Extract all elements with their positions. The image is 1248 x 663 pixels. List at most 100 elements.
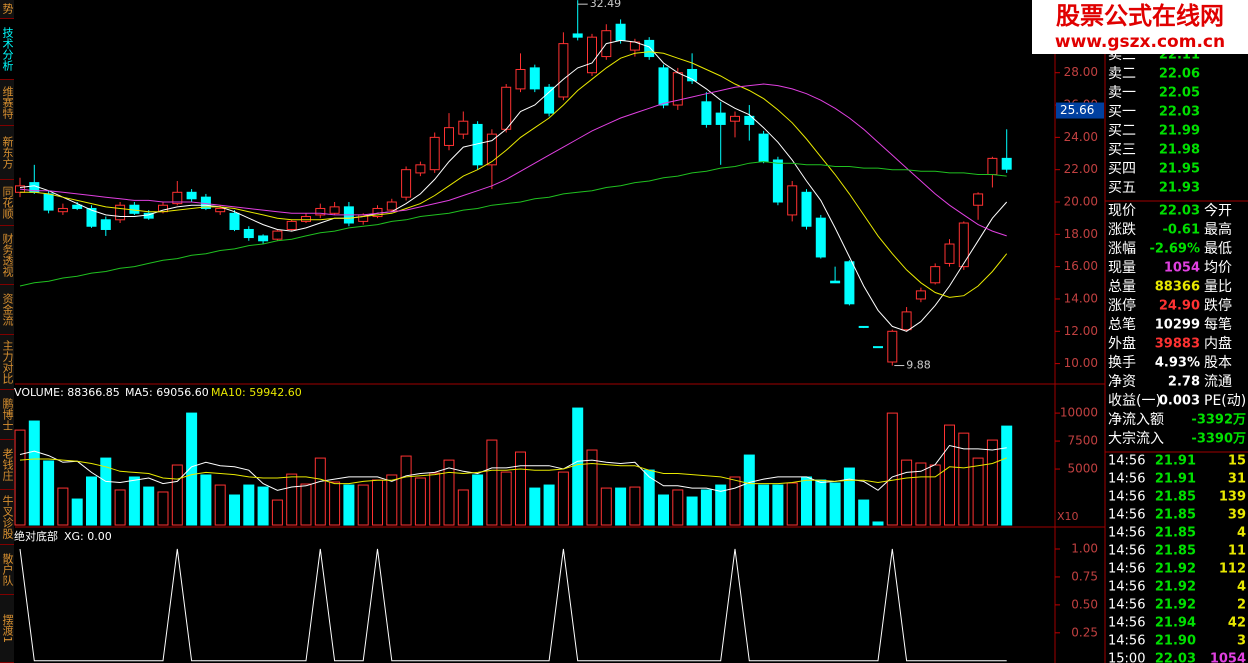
- stat-label: 涨停: [1108, 297, 1136, 314]
- candle-body: [229, 212, 240, 230]
- candle-body: [930, 266, 941, 284]
- stat-label: 总笔: [1108, 317, 1136, 333]
- trade-volume: 42: [1228, 616, 1246, 631]
- volume-bar: [186, 412, 198, 526]
- volume-bar: [229, 494, 240, 526]
- volume-bar: [414, 477, 426, 526]
- y-tick-label: 0.25: [1071, 625, 1098, 639]
- trade-price: 21.85: [1155, 544, 1196, 559]
- y-tick-label: 5000: [1067, 462, 1098, 476]
- y-tick-label: 14.00: [1064, 291, 1098, 305]
- sidebar-tab[interactable]: 老钱庄: [0, 440, 14, 491]
- price-marker-box: [1056, 102, 1104, 119]
- volume-bar: [815, 479, 827, 526]
- high-label: 32.49: [590, 0, 622, 10]
- line: [19, 548, 1007, 662]
- volume-bar: [1001, 425, 1013, 526]
- watermark-url: www.gszx.com.cn: [1055, 32, 1225, 52]
- candle-body: [215, 207, 226, 213]
- trade-price: 21.85: [1155, 526, 1196, 541]
- book-price: 21.93: [1159, 181, 1200, 196]
- candle-body: [915, 290, 926, 300]
- trade-volume: 1054: [1210, 652, 1246, 663]
- volume-bar: [57, 487, 69, 526]
- volume-bar: [972, 457, 984, 526]
- y-tick-label: 0.50: [1071, 597, 1098, 611]
- y-tick-label: 24.00: [1064, 130, 1098, 144]
- candle-body: [329, 206, 340, 214]
- volume-bar: [257, 486, 269, 526]
- volume-bar: [557, 471, 569, 526]
- sidebar-tab[interactable]: 散户队: [0, 545, 14, 596]
- candle-body: [515, 68, 526, 90]
- y-tick-label: 20.00: [1064, 195, 1098, 209]
- sidebar-tab[interactable]: 同花顺: [0, 180, 14, 226]
- volume-bar: [200, 474, 212, 526]
- volume-bar: [572, 407, 584, 526]
- candle-body: [529, 67, 540, 90]
- volume-bar: [643, 469, 655, 526]
- candle-body: [115, 204, 126, 221]
- stat-value: 22.03: [1159, 204, 1200, 219]
- candle-body: [172, 191, 183, 205]
- trade-time: 14:56: [1108, 616, 1145, 631]
- candle-body: [987, 157, 998, 176]
- book-label: 买一: [1108, 104, 1136, 120]
- candle-body: [644, 39, 655, 58]
- volume-bar: [14, 429, 26, 526]
- sidebar-tab[interactable]: 新东方: [0, 126, 14, 181]
- candle-body: [272, 230, 283, 240]
- sidebar-tab[interactable]: 牛叉诊股: [0, 490, 14, 546]
- book-label: 买二: [1108, 123, 1136, 139]
- sidebar-tab[interactable]: 资金流: [0, 285, 14, 336]
- trade-price: 21.91: [1155, 454, 1196, 469]
- low-label: 9.88: [906, 359, 931, 372]
- volume-bar: [243, 484, 255, 526]
- volume-bar: [43, 460, 55, 526]
- volume-bar: [143, 486, 155, 526]
- volume-bar: [958, 432, 970, 526]
- legend-entry: MA5: 69056.60: [125, 386, 209, 399]
- sidebar-tab[interactable]: 技术分析: [0, 18, 14, 81]
- y-tick-label: 7500: [1067, 434, 1098, 448]
- stat-label: 现价: [1108, 203, 1136, 219]
- volume-bar: [171, 464, 183, 526]
- sidebar-tab[interactable]: 摆渡1: [0, 595, 14, 663]
- volume-bar: [86, 476, 97, 526]
- candle-body: [486, 133, 497, 166]
- volume-bar: [128, 476, 140, 526]
- candle-body: [43, 193, 54, 211]
- sidebar-tab[interactable]: 鹏博士: [0, 390, 14, 441]
- book-price: 22.05: [1159, 86, 1200, 101]
- candle-body: [815, 217, 826, 258]
- sidebar-tab[interactable]: 主力对比: [0, 335, 14, 391]
- legend-entry: MA10: 59942.60: [211, 386, 302, 399]
- sidebar-tab[interactable]: 维赛特: [0, 80, 14, 126]
- book-label: 买四: [1108, 161, 1136, 177]
- stat-label2: 跌停: [1204, 297, 1232, 314]
- trade-time: 15:00: [1108, 652, 1145, 663]
- candle-body: [86, 207, 97, 227]
- y-tick-label: 12.00: [1064, 324, 1098, 338]
- volume-bar: [329, 481, 341, 526]
- sidebar-tab[interactable]: 财务透视: [0, 226, 14, 286]
- trade-price: 21.92: [1155, 598, 1196, 613]
- candle-body: [730, 115, 740, 122]
- volume-bar: [457, 489, 469, 526]
- line: [19, 444, 1007, 492]
- trade-volume: 3: [1237, 634, 1246, 649]
- volume-bar: [157, 491, 169, 526]
- candle-body: [444, 127, 454, 146]
- trade-time: 14:56: [1108, 598, 1145, 613]
- trade-time: 14:56: [1108, 580, 1145, 595]
- trade-volume: 139: [1219, 490, 1246, 505]
- stat-value: -2.69%: [1150, 242, 1201, 257]
- panel-title: 绝对底部: [14, 529, 58, 543]
- volume-bar: [600, 487, 612, 526]
- y-tick-label: 28.00: [1064, 65, 1098, 79]
- y-tick-label: 10000: [1060, 406, 1098, 420]
- volume-bar: [715, 484, 727, 526]
- sidebar-tab[interactable]: 势: [0, 0, 14, 19]
- volume-bar: [886, 412, 898, 526]
- candle-body: [558, 43, 569, 98]
